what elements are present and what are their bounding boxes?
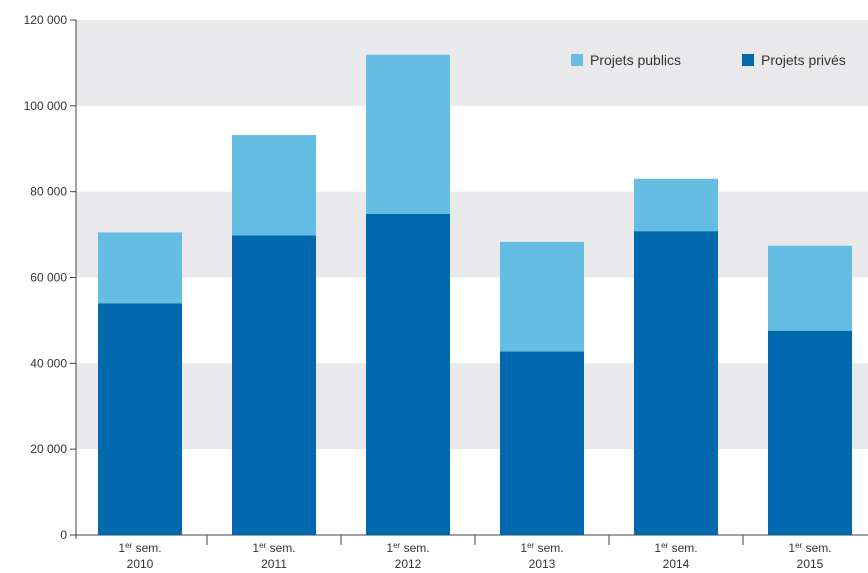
- x-tick-label: 1er sem.: [252, 541, 295, 555]
- x-tick-label-year: 2013: [529, 557, 556, 571]
- x-tick-label-year: 2014: [663, 557, 690, 571]
- bar-projets-prives: [768, 330, 852, 535]
- bar-projets-publics: [500, 241, 584, 352]
- legend-projets-publics: Projets publics: [571, 52, 681, 68]
- bar-projets-publics: [232, 135, 316, 236]
- bar-projets-publics: [98, 232, 182, 304]
- x-tick-label: 1er sem.: [654, 541, 697, 555]
- x-tick-label: 1er sem.: [788, 541, 831, 555]
- legend-label: Projets privés: [761, 52, 846, 68]
- y-tick-label: 100 000: [24, 99, 68, 113]
- x-tick-label: 1er sem.: [386, 541, 429, 555]
- bar-projets-publics: [634, 178, 718, 232]
- bar-projets-publics: [768, 245, 852, 331]
- legend-projets-prives: Projets privés: [742, 52, 846, 68]
- bar-projets-publics: [366, 54, 450, 214]
- x-tick-label-year: 2010: [127, 557, 154, 571]
- bar-projets-prives: [366, 213, 450, 535]
- x-tick-label: 1er sem.: [118, 541, 161, 555]
- x-tick-label-year: 2012: [395, 557, 422, 571]
- bar-projets-prives: [98, 303, 182, 535]
- grid-band: [76, 191, 868, 278]
- y-tick-label: 20 000: [30, 442, 67, 456]
- legend-swatch: [571, 54, 583, 66]
- x-tick-label-year: 2011: [261, 557, 287, 571]
- grid-band: [76, 363, 868, 450]
- y-tick-label: 0: [60, 528, 67, 542]
- y-tick-label: 40 000: [30, 356, 67, 370]
- x-tick-label-year: 2015: [797, 557, 824, 571]
- legend-label: Projets publics: [590, 52, 681, 68]
- legend-swatch: [742, 54, 754, 66]
- y-tick-label: 80 000: [30, 185, 67, 199]
- x-tick-label: 1er sem.: [520, 541, 563, 555]
- bar-projets-prives: [634, 231, 718, 535]
- bar-projets-prives: [232, 235, 316, 536]
- grid-band: [76, 20, 868, 106]
- y-tick-label: 120 000: [24, 13, 68, 27]
- bar-projets-prives: [500, 351, 584, 535]
- y-tick-label: 60 000: [30, 271, 67, 285]
